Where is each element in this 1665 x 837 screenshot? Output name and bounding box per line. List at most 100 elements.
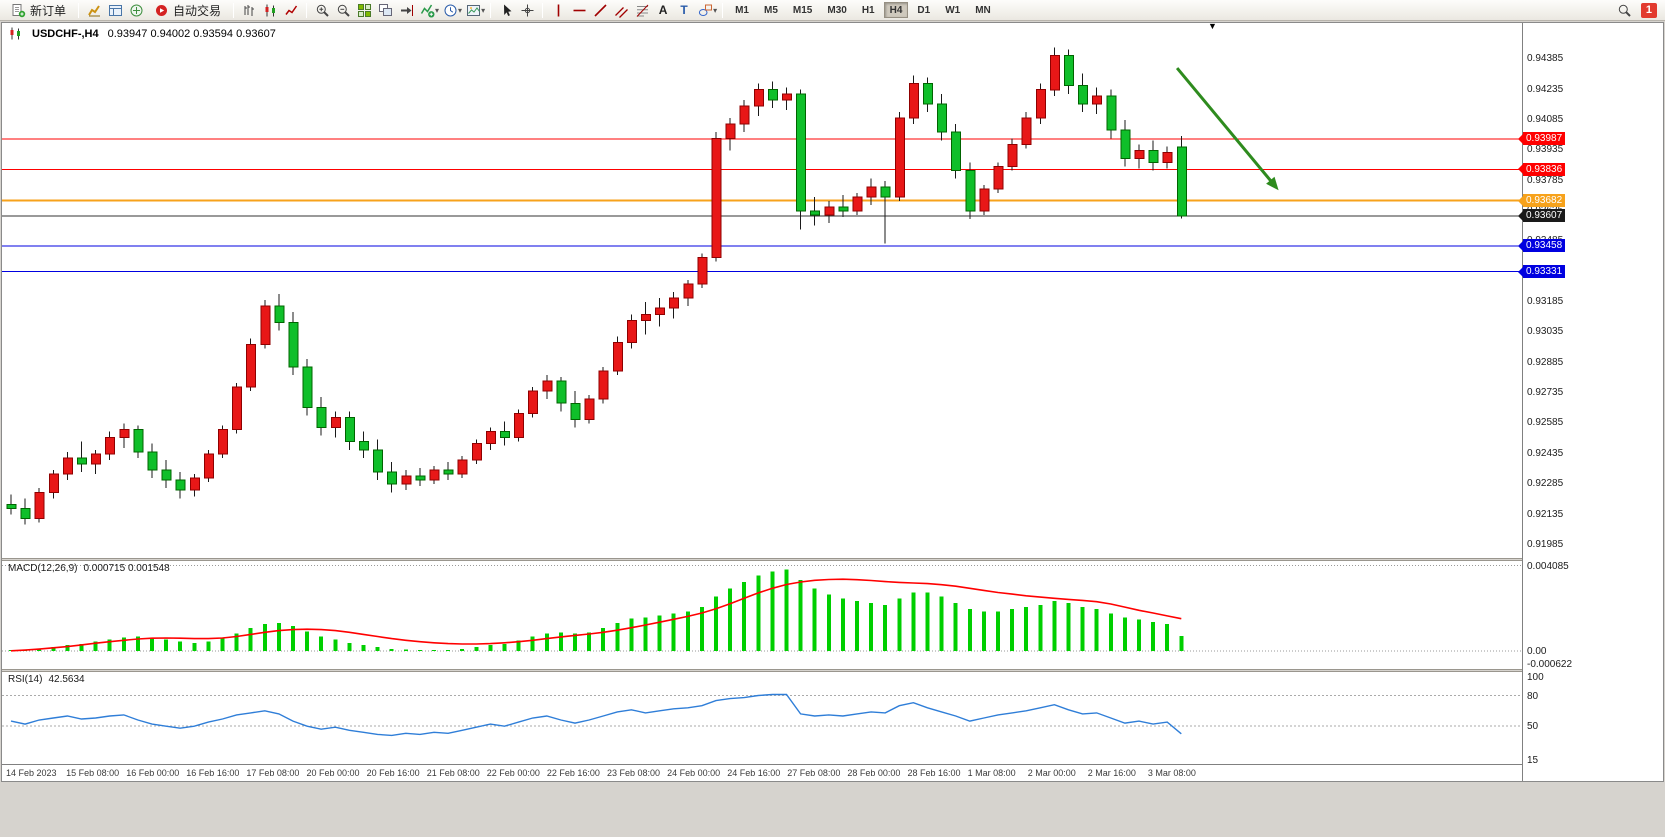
price-axis-label: 0.92285 (1527, 478, 1564, 490)
candlestick-icon (8, 26, 23, 41)
time-axis-label: 3 Mar 08:00 (1147, 768, 1196, 778)
timeframe-button-m5[interactable]: M5 (764, 5, 778, 16)
time-axis-label: 21 Feb 08:00 (426, 768, 480, 778)
rsi-panel[interactable]: RSI(14) 42.5634 (2, 672, 1522, 764)
time-axis-label: 22 Feb 00:00 (486, 768, 540, 778)
hline-price-box: 0.93331 (1518, 265, 1566, 279)
auto-trading-icon (154, 3, 169, 18)
time-axis-label: 27 Feb 08:00 (787, 768, 841, 778)
hline-price-box-arrow (1518, 240, 1523, 251)
navigator-icon[interactable] (126, 1, 146, 19)
toolbar-separator (306, 2, 308, 18)
periods-icon[interactable] (440, 1, 460, 19)
auto-arrange-icon[interactable] (375, 1, 395, 19)
timeframe-button-d1[interactable]: D1 (917, 5, 931, 16)
panel-separator[interactable] (2, 669, 1522, 672)
time-axis-label: 16 Feb 00:00 (126, 768, 180, 778)
indicators-icon-dropdown[interactable]: ▾ (435, 5, 440, 15)
chart-shift-icon[interactable] (396, 1, 416, 19)
chart-plot-area[interactable]: USDCHF-,H4 0.93947 0.94002 0.93594 0.936… (2, 23, 1522, 781)
auto-trading-button-label: 自动交易 (173, 3, 222, 18)
macd-values: 0.000715 0.001548 (83, 563, 170, 574)
zoom-out-icon[interactable] (333, 1, 353, 19)
timeframe-button-m1[interactable]: M1 (735, 5, 749, 16)
time-axis-label: 20 Feb 00:00 (306, 768, 360, 778)
line-chart-icon[interactable] (281, 1, 301, 19)
data-window-icon[interactable] (105, 1, 125, 19)
search-icon[interactable] (1615, 1, 1635, 19)
price-scale[interactable]: 0.94385 0.94235 0.94085 0.93935 0.93785 0.936… (1518, 23, 1663, 781)
rsi-axis-label: 15 (1527, 755, 1539, 766)
timeframe-button-w1[interactable]: W1 (945, 5, 961, 16)
fibonacci-icon[interactable] (632, 1, 652, 19)
vertical-line-icon[interactable] (548, 1, 568, 19)
rsi-chart[interactable] (2, 672, 1522, 764)
hline-price-box-arrow (1518, 195, 1523, 206)
zoom-in-icon[interactable] (312, 1, 332, 19)
text-icon[interactable]: A (658, 3, 668, 17)
shapes-icon[interactable] (695, 1, 715, 19)
panel-separator[interactable] (2, 558, 1522, 561)
chart-title: USDCHF-,H4 0.93947 0.94002 0.93594 0.936… (8, 26, 276, 41)
rsi-axis-label: 80 (1527, 690, 1539, 702)
cursor-icon[interactable] (496, 1, 516, 19)
notification-badge[interactable]: 1 (1640, 2, 1657, 18)
rsi-name: RSI(14) (8, 674, 43, 685)
macd-name: MACD(12,26,9) (8, 563, 78, 574)
hline-price-box: 0.93987 (1518, 132, 1566, 146)
price-panel[interactable]: USDCHF-,H4 0.93947 0.94002 0.93594 0.936… (2, 23, 1522, 558)
price-axis-label: 0.94385 (1527, 53, 1564, 65)
hline-price-box-arrow (1518, 164, 1523, 175)
hline-price-box-arrow (1518, 133, 1523, 144)
timeframe-button-m30[interactable]: M30 (827, 5, 847, 16)
macd-axis-label: -0.000622 (1527, 659, 1573, 670)
crosshair-icon[interactable] (517, 1, 537, 19)
macd-chart[interactable] (2, 561, 1522, 669)
time-axis[interactable]: 14 Feb 2023 15 Feb 08:00 16 Feb 00:00 16 Fe… (2, 764, 1522, 781)
time-axis-label: 15 Feb 08:00 (66, 768, 120, 778)
ohlc-values: 0.93947 0.94002 0.93594 0.93607 (107, 27, 276, 40)
indicators-icon[interactable] (417, 1, 437, 19)
auto-trading-button[interactable]: 自动交易 (147, 1, 228, 19)
trend-arrow-annotation (1175, 67, 1279, 191)
timeframe-button-h4[interactable]: H4 (883, 2, 909, 18)
macd-label: MACD(12,26,9) 0.000715 0.001548 (8, 563, 176, 574)
chart-window: USDCHF-,H4 0.93947 0.94002 0.93594 0.936… (1, 22, 1664, 782)
bar-chart-icon[interactable] (239, 1, 259, 19)
price-axis-label: 0.93185 (1527, 296, 1564, 308)
new-order-button[interactable]: 新订单 (4, 1, 73, 19)
scroll-marker-icon[interactable]: ▼ (1208, 23, 1217, 31)
time-axis-label: 22 Feb 16:00 (546, 768, 600, 778)
time-axis-label: 28 Feb 00:00 (847, 768, 901, 778)
timeframe-button-h1[interactable]: H1 (861, 5, 875, 16)
periods-icon-dropdown[interactable]: ▾ (458, 5, 463, 15)
shapes-icon-dropdown[interactable]: ▾ (713, 5, 718, 15)
new-order-icon (11, 3, 26, 18)
toolbar-separator (78, 2, 80, 18)
time-axis-label: 2 Mar 16:00 (1087, 768, 1136, 778)
time-axis-label: 20 Feb 16:00 (366, 768, 420, 778)
candlestick-chart[interactable] (2, 23, 1522, 558)
price-axis-label: 0.94235 (1527, 83, 1564, 95)
templates-icon[interactable] (463, 1, 483, 19)
timeframe-button-m15[interactable]: M15 (792, 5, 813, 16)
templates-icon-dropdown[interactable]: ▾ (481, 5, 486, 15)
price-axis-label: 0.93935 (1527, 144, 1564, 156)
market-watch-icon[interactable] (84, 1, 104, 19)
trendline-icon[interactable] (590, 1, 610, 19)
macd-axis-label: 0.00 (1527, 646, 1547, 658)
time-axis-label: 2 Mar 00:00 (1027, 768, 1076, 778)
hline-price-box: 0.93458 (1518, 239, 1566, 253)
tile-windows-icon[interactable] (354, 1, 374, 19)
macd-panel[interactable]: MACD(12,26,9) 0.000715 0.001548 (2, 561, 1522, 669)
time-axis-label: 23 Feb 08:00 (607, 768, 661, 778)
rsi-axis-label: 100 (1527, 672, 1544, 683)
price-axis-label: 0.93035 (1527, 326, 1564, 338)
time-axis-label: 14 Feb 2023 (6, 768, 57, 778)
candlestick-chart-icon[interactable] (260, 1, 280, 19)
horizontal-line-icon[interactable] (569, 1, 589, 19)
timeframe-button-mn[interactable]: MN (975, 5, 991, 16)
text-label-icon[interactable]: T (680, 3, 688, 17)
price-axis-label: 0.91985 (1527, 538, 1564, 550)
equidistant-channel-icon[interactable] (611, 1, 631, 19)
